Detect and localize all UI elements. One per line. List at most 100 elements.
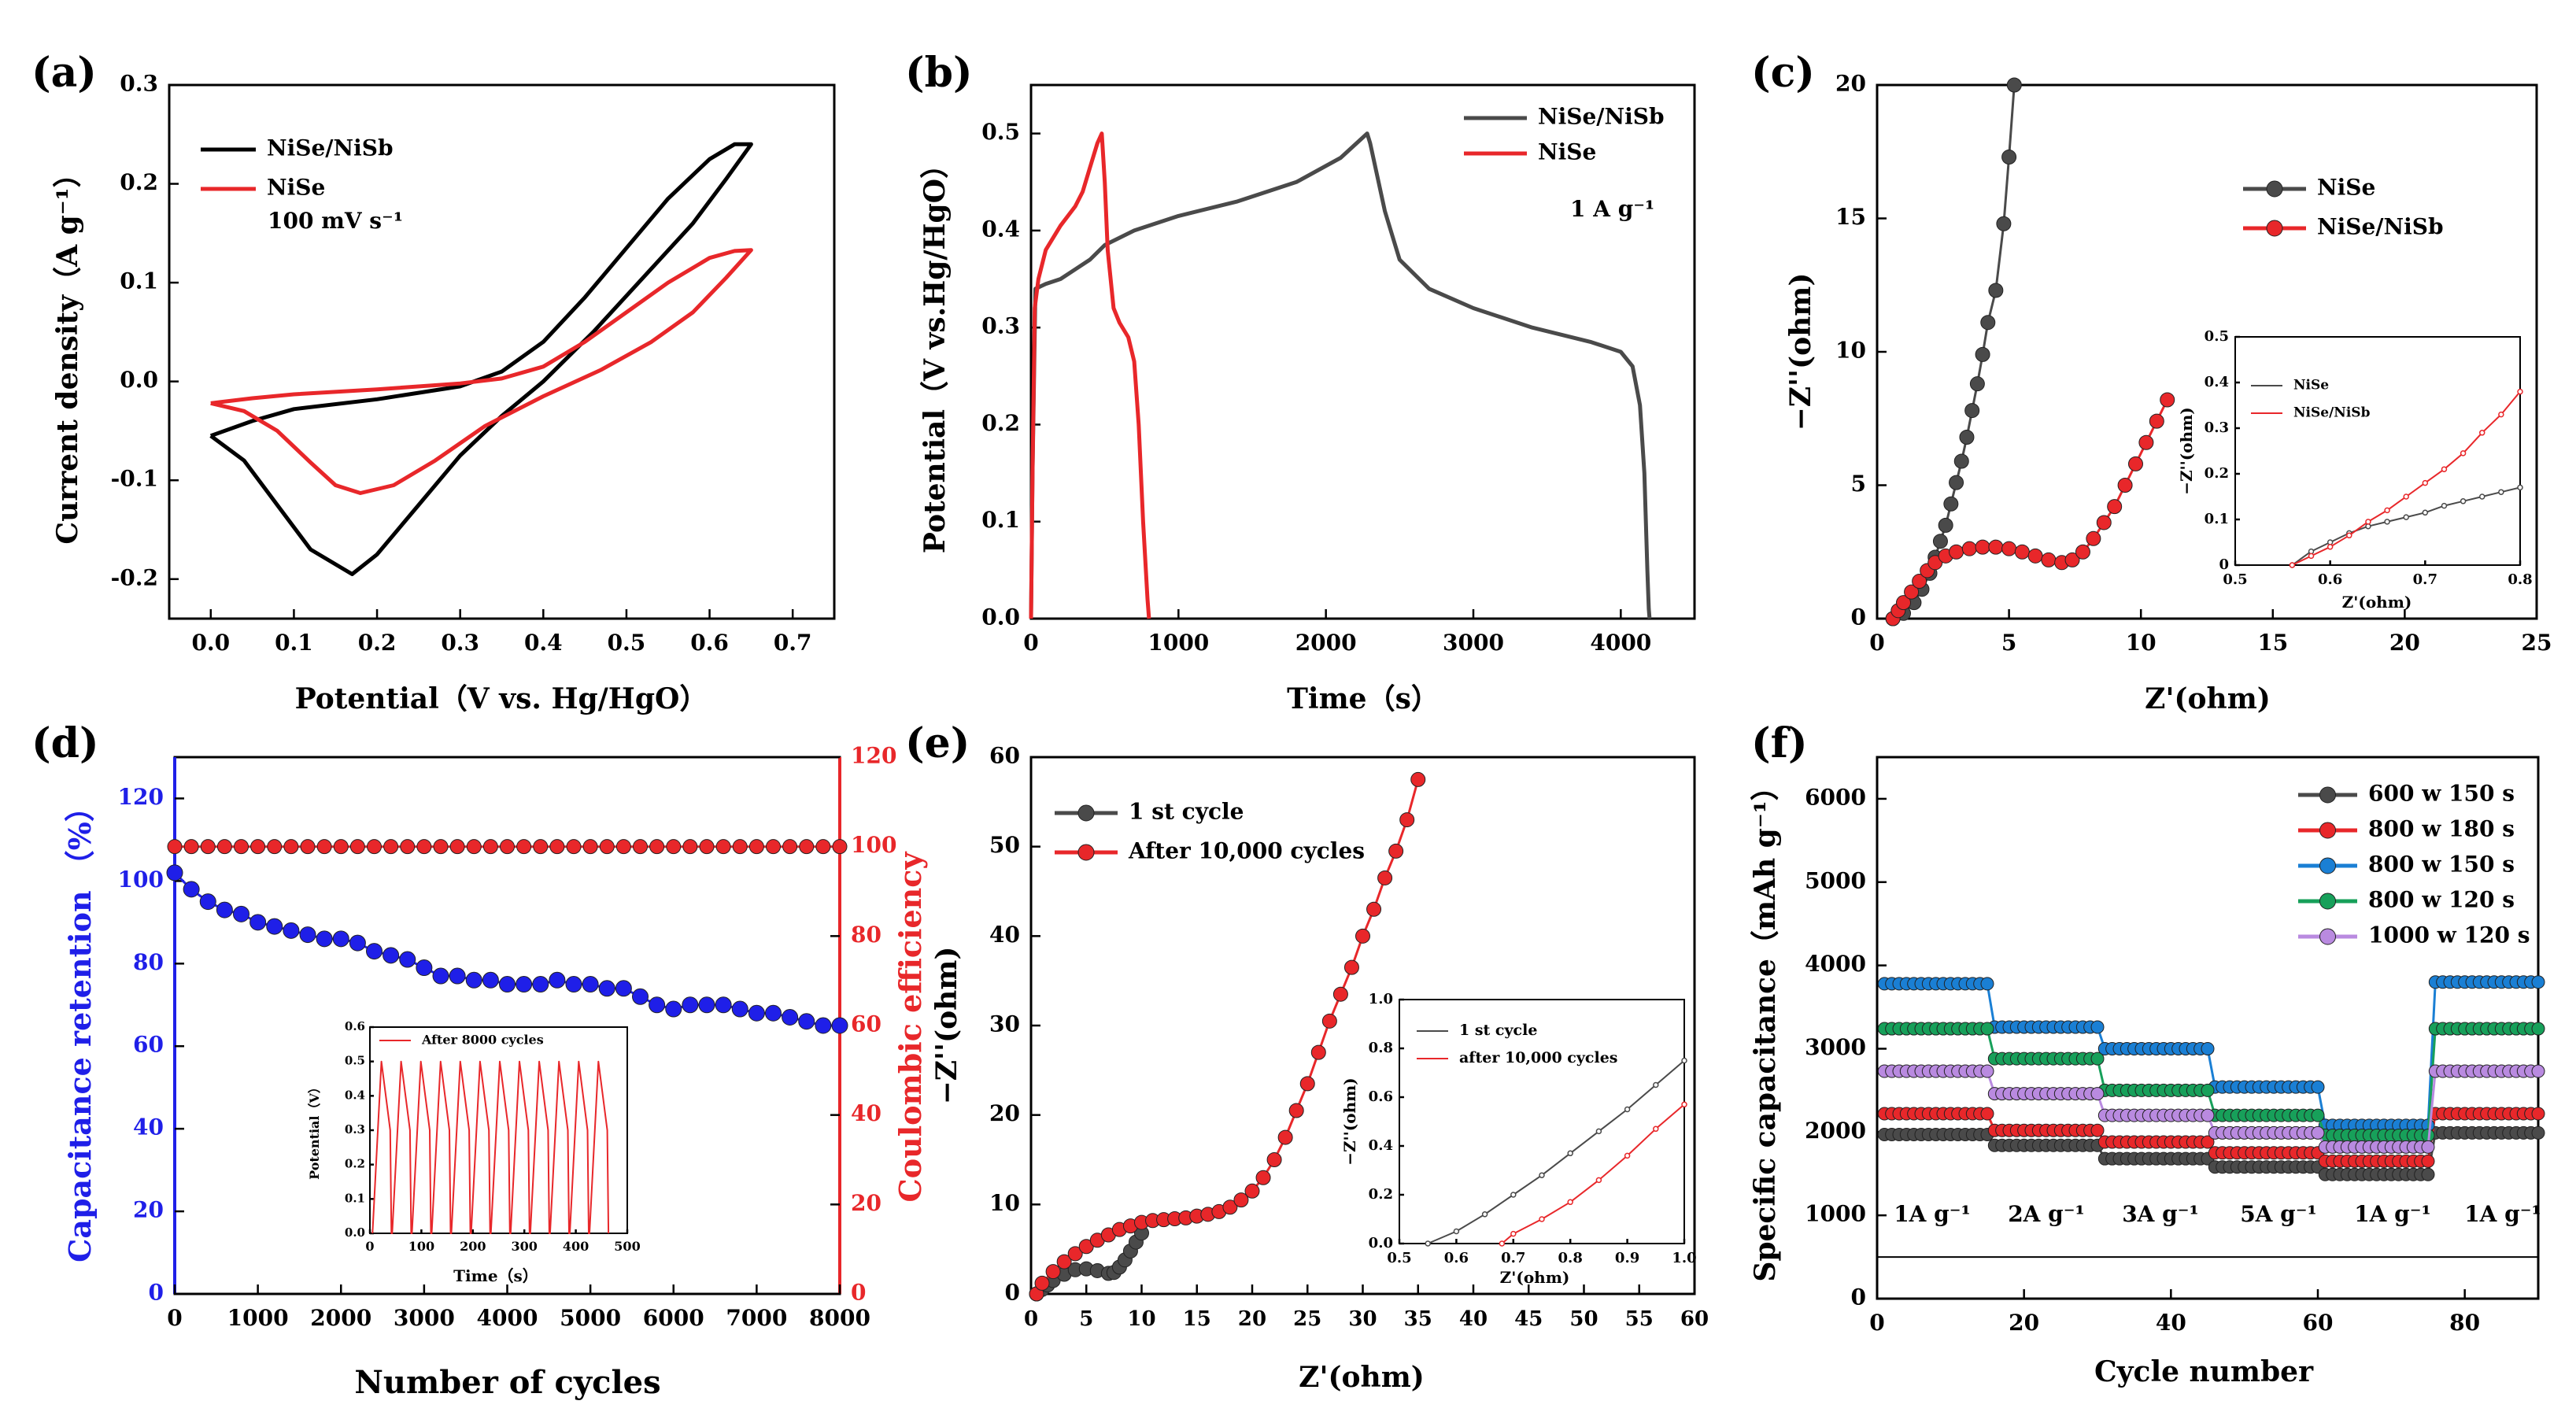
y-tick-label: 10	[989, 1190, 1020, 1216]
data-point	[633, 839, 648, 855]
series-line	[1891, 399, 2169, 619]
x-tick-label: 4000	[1590, 630, 1651, 656]
inset-y-label: −Z''(ohm)	[2177, 407, 2196, 495]
inset-point	[2422, 479, 2429, 486]
data-point	[332, 930, 349, 948]
data-point	[267, 839, 283, 855]
inset-point	[1624, 1152, 1631, 1159]
y-tick-label: 0.5	[2205, 328, 2229, 345]
data-point	[366, 943, 383, 960]
x-tick-label: 20	[2009, 1310, 2039, 1336]
x-tick-label: 0.1	[275, 630, 313, 656]
data-point	[199, 893, 216, 911]
data-point	[2201, 1041, 2215, 1055]
data-point	[2006, 77, 2022, 93]
legend-label: NiSe/NiSb	[2293, 405, 2371, 421]
inset-point	[2478, 493, 2485, 500]
inset-frame	[369, 1026, 628, 1234]
y-tick-label: 0.4	[1369, 1137, 1393, 1154]
y-tick-label: 0.3	[120, 71, 158, 97]
series-line	[1427, 1059, 1685, 1244]
data-point	[1332, 986, 1348, 1002]
x-tick-label: 100	[408, 1239, 434, 1254]
panel-label: (d)	[31, 719, 99, 767]
x-tick-label: 0.6	[690, 630, 729, 656]
x-tick-label: 0.6	[1444, 1250, 1469, 1266]
data-point	[831, 1017, 848, 1034]
x-tick-label: 2000	[310, 1305, 371, 1331]
x-tick-label: 10	[2126, 630, 2157, 656]
data-point	[1377, 870, 1393, 885]
legend-label: 1 st cycle	[1129, 799, 1244, 825]
panel-f: 0 20 40 60 80 0 1000 2000 3000 4000 5000 6000 (f) Cyc…	[1749, 719, 2545, 1388]
inset-point	[2384, 519, 2390, 525]
y-tick-label: 80	[133, 949, 164, 975]
legend-marker	[2319, 822, 2336, 839]
data-point	[2014, 544, 2030, 560]
y-tick-label: 0.8	[1369, 1040, 1393, 1056]
data-point	[399, 951, 416, 968]
current-density-note: 1 A g⁻¹	[1570, 196, 1654, 222]
x-tick-label: 0.8	[1558, 1250, 1583, 1266]
gcd-curve	[1029, 131, 1151, 619]
inset-x-label: Z'(ohm)	[1500, 1268, 1570, 1287]
y-tick-label: 0.1	[2205, 511, 2229, 527]
inset-point	[2365, 519, 2371, 525]
inset-point	[1499, 1240, 1506, 1247]
y-tick-label: 0.0	[120, 367, 158, 393]
legend-marker	[2266, 180, 2283, 198]
data-point	[283, 922, 300, 939]
x-tick-label: 10	[1127, 1307, 1155, 1331]
y-tick-label: 0	[1005, 1280, 1020, 1306]
data-point	[1980, 315, 1996, 331]
x-tick-label: 35	[1404, 1307, 1432, 1331]
x-axis-label: Z'(ohm)	[1299, 1361, 1425, 1394]
inset-point	[2478, 430, 2485, 436]
inset-point	[1510, 1192, 1517, 1198]
x-tick-label: 60	[2303, 1310, 2334, 1336]
cv-curve	[210, 248, 753, 495]
data-point	[383, 947, 400, 964]
data-point	[1034, 1275, 1050, 1291]
x-axis-label: Potential（V vs. Hg/HgO）	[295, 682, 708, 715]
y-axis-label-right: Coulombic efficiency	[893, 852, 928, 1203]
data-point	[799, 839, 815, 855]
data-point	[1969, 376, 1985, 392]
data-point	[1980, 1022, 1994, 1036]
legend-label: after 10,000 cycles	[1459, 1049, 1618, 1066]
inset-point	[2498, 489, 2504, 495]
panel-label: (b)	[905, 49, 973, 97]
y-tick-label-right: 100	[851, 832, 896, 858]
legend-label: NiSe	[2317, 175, 2375, 201]
y-tick-label: 1000	[1805, 1201, 1866, 1227]
x-tick-label: 0	[167, 1305, 182, 1331]
y-tick-label: 20	[133, 1197, 164, 1223]
y-tick-label: 0.3	[2205, 420, 2229, 436]
data-point	[449, 839, 465, 855]
data-point	[2090, 1052, 2105, 1066]
data-point	[1388, 843, 1404, 859]
y-tick-label: 0.5	[345, 1054, 365, 1068]
inset-point	[2517, 484, 2523, 491]
data-point	[1343, 959, 1359, 975]
data-point	[499, 976, 516, 993]
data-point	[500, 839, 515, 855]
data-point	[832, 839, 848, 855]
y-tick-label-right: 20	[851, 1190, 881, 1216]
data-point	[2311, 1108, 2325, 1122]
data-point	[1255, 1170, 1271, 1185]
data-point	[1975, 346, 1990, 362]
x-tick-label: 0.0	[191, 630, 230, 656]
data-point	[1938, 517, 1953, 533]
y-tick-label: 0.0	[1369, 1235, 1393, 1251]
gcd-curve	[1029, 131, 1652, 619]
y-tick-label-right: 120	[851, 743, 896, 769]
panel-e: 0 5 10 15 20 25 30 35 40 45 50 55 60 0 10 20 30 40 50 60 (e)…	[905, 719, 1709, 1394]
y-tick-label: 5000	[1805, 867, 1866, 893]
data-point	[782, 1009, 799, 1026]
x-tick-label: 0.9	[1615, 1250, 1639, 1266]
y-tick-label: 0.2	[120, 169, 158, 195]
legend-label: 1 st cycle	[1459, 1022, 1537, 1039]
y-axis-label: −Z''(ohm)	[1784, 273, 1817, 431]
data-point	[732, 839, 748, 855]
